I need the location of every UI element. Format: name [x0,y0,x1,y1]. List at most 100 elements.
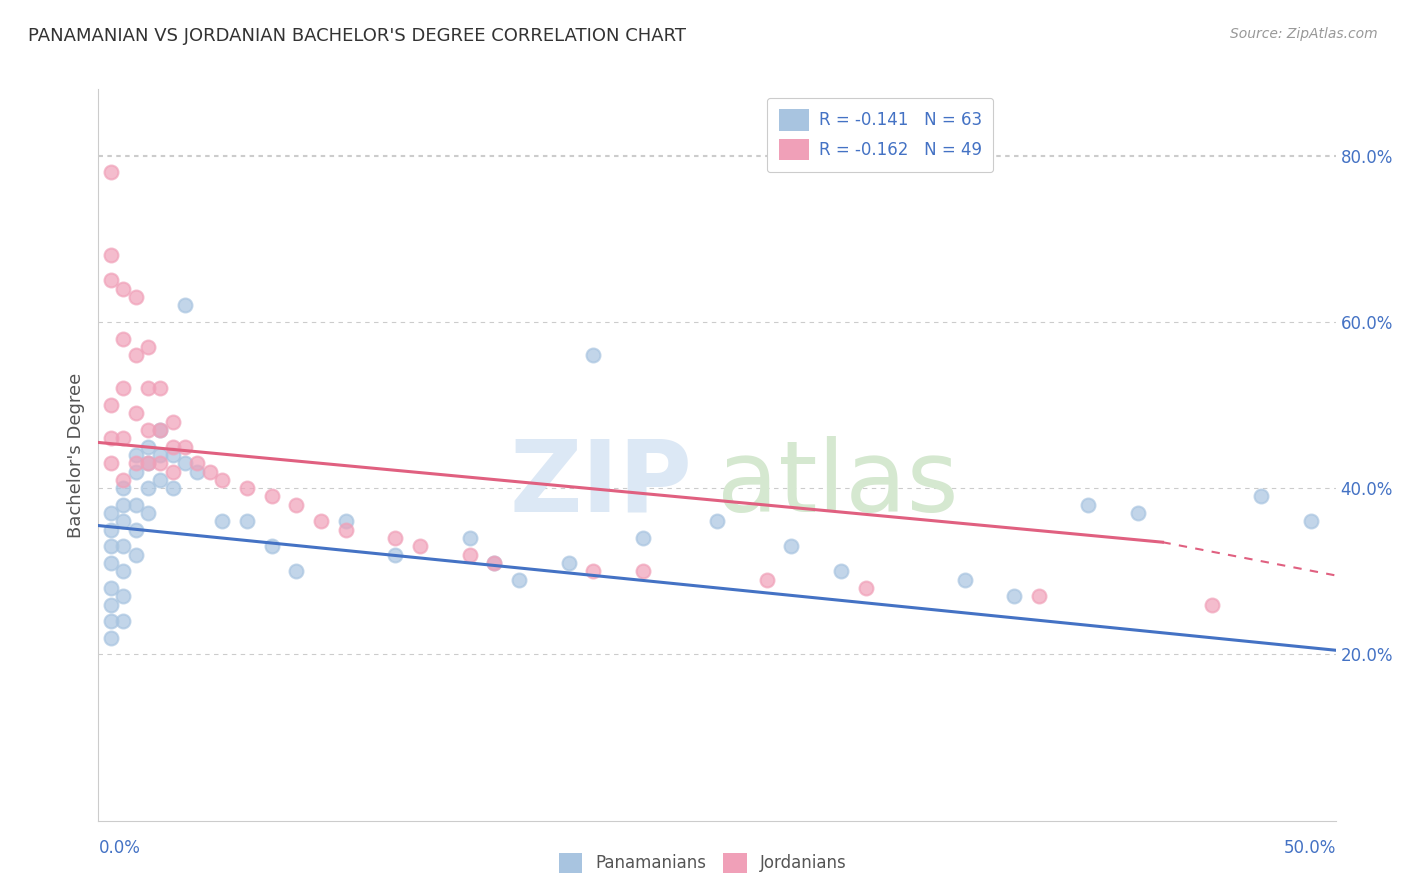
Point [100,456,122,470]
Point [136,481,159,495]
Point [112,564,135,578]
Point [136,381,159,395]
Point [953,573,976,587]
Point [309,515,332,529]
Point [100,506,122,520]
Point [1077,498,1099,512]
Point [162,448,184,462]
Point [458,548,481,562]
Point [285,498,308,512]
Point [236,481,259,495]
Point [149,448,172,462]
Point [162,481,184,495]
Point [100,556,122,570]
Point [136,440,159,454]
Point [100,431,122,445]
Point [112,332,135,346]
Point [136,456,159,470]
Point [112,431,135,445]
Point [1250,490,1272,504]
Point [100,165,122,179]
Point [149,423,172,437]
Point [112,589,135,603]
Point [174,298,197,312]
Point [124,498,146,512]
Point [149,473,172,487]
Point [124,456,146,470]
Point [186,465,208,479]
Point [557,556,579,570]
Point [100,523,122,537]
Point [162,440,184,454]
Point [162,465,184,479]
Text: 50.0%: 50.0% [1284,838,1336,857]
Point [124,523,146,537]
Text: 0.0%: 0.0% [98,838,141,857]
Point [458,531,481,545]
Point [780,539,803,553]
Point [124,406,146,420]
Point [484,556,506,570]
Point [124,290,146,304]
Point [1028,589,1050,603]
Legend: Panamanians, Jordanians: Panamanians, Jordanians [553,847,853,880]
Point [384,531,406,545]
Point [136,423,159,437]
Point [112,614,135,628]
Point [100,539,122,553]
Point [582,348,605,362]
Y-axis label: Bachelor's Degree: Bachelor's Degree [66,372,84,538]
Point [112,473,135,487]
Point [508,573,530,587]
Point [582,564,605,578]
Point [260,539,283,553]
Point [124,465,146,479]
Point [211,473,233,487]
Point [855,581,877,595]
Point [136,506,159,520]
Text: atlas: atlas [717,435,959,533]
Point [100,581,122,595]
Point [100,598,122,612]
Point [112,515,135,529]
Point [260,490,283,504]
Point [100,273,122,287]
Point [755,573,778,587]
Point [149,381,172,395]
Legend: R = -0.141   N = 63, R = -0.162   N = 49: R = -0.141 N = 63, R = -0.162 N = 49 [766,97,993,172]
Point [1201,598,1223,612]
Point [706,515,728,529]
Point [112,282,135,296]
Point [198,465,221,479]
Point [112,498,135,512]
Point [112,539,135,553]
Point [149,456,172,470]
Point [174,440,197,454]
Point [1299,515,1322,529]
Point [285,564,308,578]
Point [211,515,233,529]
Point [484,556,506,570]
Point [100,631,122,645]
Point [186,456,208,470]
Text: Source: ZipAtlas.com: Source: ZipAtlas.com [1230,27,1378,41]
Point [100,248,122,262]
Point [136,456,159,470]
Point [174,456,197,470]
Point [100,614,122,628]
Text: PANAMANIAN VS JORDANIAN BACHELOR'S DEGREE CORRELATION CHART: PANAMANIAN VS JORDANIAN BACHELOR'S DEGRE… [28,27,686,45]
Point [1126,506,1149,520]
Point [124,448,146,462]
Point [236,515,259,529]
Point [100,398,122,412]
Point [136,340,159,354]
Text: ZIP: ZIP [509,435,692,533]
Point [335,523,357,537]
Point [162,415,184,429]
Point [1002,589,1025,603]
Point [112,381,135,395]
Point [384,548,406,562]
Point [124,548,146,562]
Point [124,348,146,362]
Point [631,564,654,578]
